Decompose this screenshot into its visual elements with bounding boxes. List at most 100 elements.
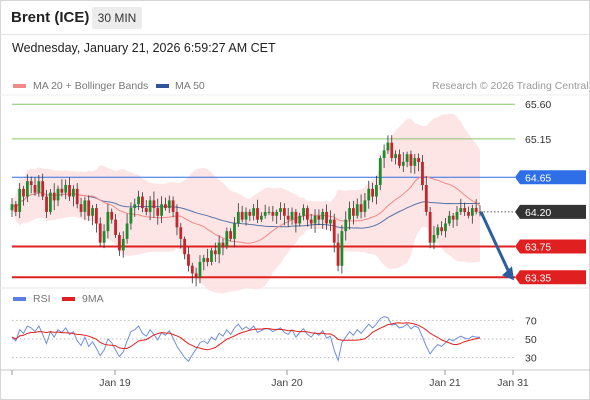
candle-body: [394, 154, 398, 159]
level-label-65.15: 65.15: [525, 134, 551, 146]
candle-body: [87, 200, 91, 216]
candle-body: [352, 208, 355, 216]
candle-body: [225, 231, 229, 247]
candle-body: [125, 223, 129, 239]
chart-datetime: Wednesday, January 21, 2026 6:59:27 AM C…: [12, 41, 276, 55]
level-badge-text-64.20: 64.20: [525, 207, 551, 219]
rsi-level-label-70: 70: [525, 315, 537, 327]
candle-body: [118, 235, 121, 251]
candle-body: [175, 211, 179, 228]
candle-body: [183, 238, 187, 255]
candle-body: [156, 208, 160, 216]
candle-body: [229, 231, 233, 239]
level-badge-text-63.75: 63.75: [525, 242, 551, 254]
candle-body: [259, 215, 263, 220]
candle-body: [83, 200, 87, 212]
candle-body: [470, 208, 474, 216]
candle-body: [455, 211, 459, 220]
candle-body: [144, 208, 148, 212]
candle-body: [37, 181, 41, 193]
candle-body: [302, 208, 305, 216]
forecast-arrow-shaft: [479, 211, 511, 273]
candle-body: [432, 235, 436, 243]
candle-body: [240, 211, 244, 220]
candle-body: [313, 215, 317, 224]
header-divider: [0, 34, 590, 35]
ma9-legend-label: 9MA: [82, 293, 104, 305]
candle-body: [440, 227, 444, 232]
candle-body: [451, 215, 455, 220]
candle-body: [382, 150, 386, 159]
candle-body: [10, 204, 14, 211]
credit-label: Research © 2026 Trading Central: [432, 80, 589, 92]
candle-body: [202, 258, 206, 262]
instrument-title: Brent (ICE): [11, 9, 90, 26]
ma50-legend-swatch: [156, 84, 169, 88]
candle-body: [348, 208, 351, 220]
candle-body: [213, 250, 217, 255]
candle-body: [221, 242, 225, 247]
candle-body: [71, 188, 75, 197]
candle-body: [290, 211, 294, 220]
rsi-line: [11, 316, 480, 363]
candle-body: [401, 161, 405, 166]
candle-body: [79, 204, 83, 212]
candle-body: [244, 211, 248, 220]
candle-body: [263, 211, 267, 216]
candle-body: [187, 254, 190, 266]
candle-body: [417, 158, 421, 162]
candle-body: [167, 200, 171, 209]
candle-body: [45, 196, 48, 212]
candle-body: [436, 227, 440, 235]
candle-body: [141, 196, 144, 209]
candle-body: [164, 204, 167, 209]
candle-body: [137, 196, 140, 205]
candle-body: [133, 204, 137, 209]
candlestick-group: [10, 135, 482, 287]
candle-body: [371, 188, 374, 197]
candle-body: [390, 142, 394, 159]
candle-body: [56, 188, 60, 201]
candle-body: [286, 215, 290, 220]
candle-body: [48, 192, 52, 212]
candle-body: [233, 223, 236, 239]
level-label-65.60: 65.60: [525, 99, 551, 111]
candle-body: [405, 154, 409, 162]
candle-body: [194, 273, 198, 278]
candle-body: [409, 154, 413, 166]
ma20-legend-swatch: [13, 84, 26, 88]
bollinger-band-area: [12, 113, 480, 294]
candle-body: [91, 208, 94, 216]
candle-body: [421, 161, 424, 185]
candle-body: [424, 185, 428, 212]
ma9-legend-swatch: [62, 297, 75, 301]
ma50-legend-label: MA 50: [175, 80, 205, 92]
candle-body: [459, 208, 463, 212]
candle-body: [60, 188, 64, 193]
candle-body: [210, 250, 213, 262]
candle-body: [129, 208, 133, 224]
candle-body: [447, 215, 451, 224]
candle-body: [363, 200, 367, 212]
candle-body: [94, 208, 98, 224]
candle-body: [198, 261, 202, 278]
ma20-legend-label: MA 20 + Bollinger Bands: [33, 80, 149, 92]
timeframe-button[interactable]: 30 MIN: [92, 7, 142, 29]
candle-body: [282, 208, 286, 216]
candle-body: [148, 200, 152, 212]
candle-body: [467, 211, 470, 216]
candle-body: [190, 265, 194, 274]
candle-body: [52, 192, 56, 201]
candle-body: [22, 188, 25, 197]
x-tick-label: Jan 21: [429, 377, 461, 389]
candle-body: [68, 185, 71, 197]
candle-body: [152, 200, 156, 209]
candle-body: [321, 211, 325, 220]
x-tick-label: Jan 19: [99, 377, 131, 389]
level-badge-64.20: [515, 204, 586, 219]
candle-body: [328, 219, 332, 224]
candle-body: [336, 242, 340, 266]
candle-body: [305, 208, 309, 220]
candle-body: [355, 204, 359, 216]
